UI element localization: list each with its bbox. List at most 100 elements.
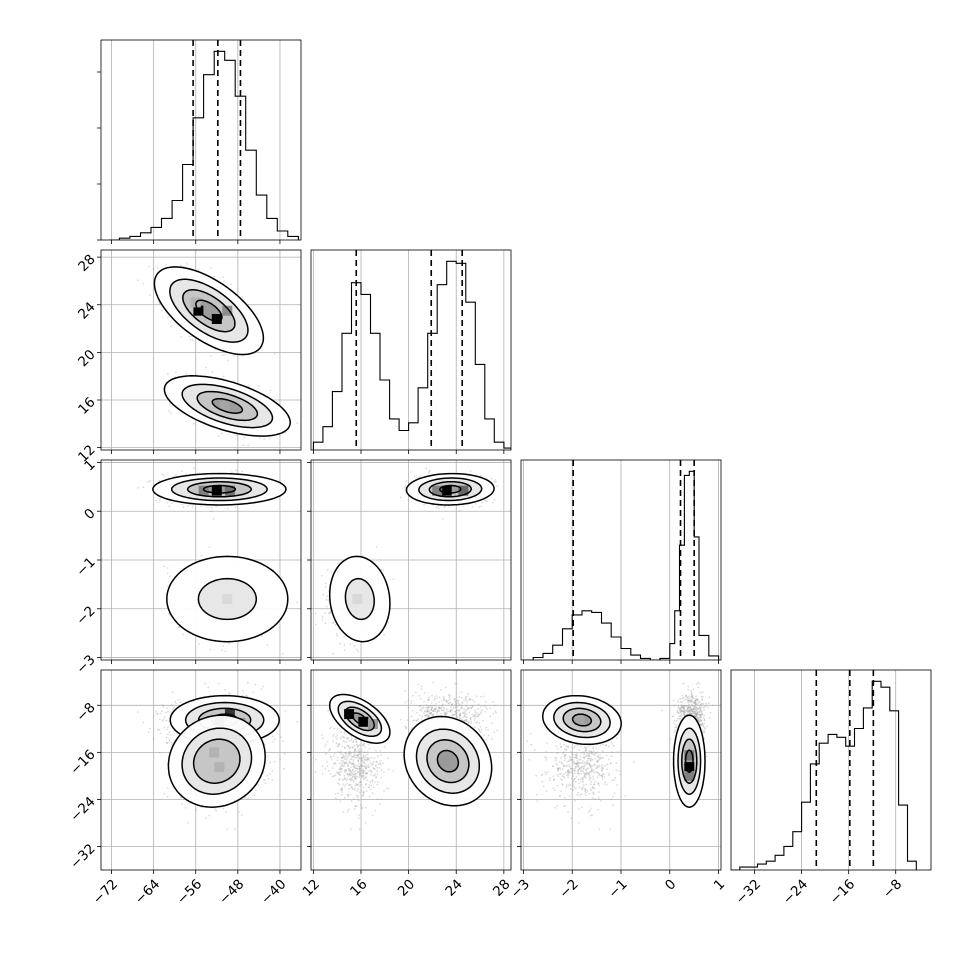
sample-point	[411, 694, 414, 697]
sample-point	[419, 705, 422, 708]
sample-point	[177, 698, 180, 701]
sample-point	[166, 710, 169, 713]
sample-point	[167, 787, 169, 790]
sample-point	[193, 467, 196, 470]
sample-point	[175, 474, 177, 476]
contour-line	[186, 481, 253, 498]
sample-point	[485, 500, 488, 503]
sample-point	[454, 712, 457, 714]
sample-point	[200, 505, 203, 507]
sample-point	[254, 683, 257, 686]
sample-point	[171, 743, 173, 745]
sample-point	[464, 718, 467, 721]
sample-point	[410, 471, 412, 473]
sample-point	[466, 707, 469, 710]
sample-point	[379, 559, 382, 561]
sample-point	[456, 715, 459, 717]
sample-point	[163, 792, 166, 795]
sample-point	[259, 437, 262, 440]
sample-point	[226, 828, 229, 831]
contour-line	[428, 481, 472, 498]
sample-point	[226, 507, 229, 510]
sample-point	[253, 794, 256, 796]
sample-point	[185, 372, 188, 375]
sample-point	[431, 710, 434, 712]
sample-point	[320, 574, 323, 577]
sample-point	[234, 828, 236, 831]
contour-line	[169, 278, 249, 343]
sample-point	[423, 503, 426, 506]
sample-point	[428, 469, 431, 472]
sample-point	[496, 485, 498, 488]
sample-point	[451, 703, 453, 706]
sample-point	[161, 473, 164, 476]
sample-point	[447, 699, 450, 702]
sample-point	[404, 485, 407, 488]
sample-point	[493, 704, 496, 707]
sample-point	[486, 708, 488, 711]
sample-point	[464, 710, 467, 713]
sample-point	[208, 814, 211, 817]
sample-point	[165, 742, 168, 745]
sample-point	[489, 707, 491, 709]
contour-line	[181, 383, 274, 429]
sample-point	[245, 694, 248, 697]
sample-point	[224, 353, 227, 356]
panel-frame	[310, 249, 512, 451]
sample-point	[157, 728, 160, 731]
sample-point	[456, 699, 459, 702]
sample-point	[257, 384, 260, 387]
sample-point	[260, 688, 263, 690]
sample-point	[264, 779, 266, 781]
sample-point	[167, 316, 169, 319]
sample-point	[453, 698, 456, 701]
sample-point	[479, 475, 482, 477]
sample-point	[158, 479, 161, 482]
sample-point	[222, 280, 225, 283]
sample-point	[439, 689, 442, 691]
sample-point	[469, 718, 472, 721]
sample-point	[228, 692, 231, 695]
sample-point	[271, 770, 274, 772]
sample-point	[169, 734, 172, 737]
sample-point	[282, 652, 284, 655]
sample-point	[461, 702, 464, 704]
sample-point	[436, 711, 438, 714]
density-cell	[211, 485, 222, 496]
histogram-step	[312, 260, 511, 450]
sample-point	[480, 501, 483, 504]
sample-point	[222, 375, 225, 378]
sample-point	[326, 569, 329, 571]
scatter-panel-3-0	[97, 669, 302, 874]
sample-point	[349, 643, 352, 646]
sample-point	[465, 699, 468, 702]
sample-point	[280, 736, 283, 738]
sample-point	[494, 479, 497, 481]
panel-frame	[100, 249, 302, 451]
sample-point	[423, 709, 426, 712]
sample-point	[415, 711, 418, 714]
sample-point	[213, 275, 216, 278]
sample-point	[452, 713, 455, 716]
sample-point	[430, 712, 433, 714]
scatter-panel-1-0	[97, 249, 302, 454]
sample-point	[326, 595, 329, 598]
sample-point	[224, 650, 227, 653]
sample-point	[415, 476, 418, 479]
sample-point	[438, 706, 441, 708]
sample-point	[441, 700, 443, 702]
sample-point	[337, 562, 339, 565]
sample-point	[163, 716, 166, 719]
sample-point	[431, 713, 434, 716]
sample-point	[431, 714, 433, 716]
sample-point	[324, 622, 327, 625]
sample-point	[460, 706, 463, 709]
sample-point	[479, 695, 482, 698]
sample-point	[474, 717, 476, 720]
sample-point	[428, 470, 431, 473]
contour-line	[170, 477, 268, 502]
sample-point	[484, 728, 487, 731]
sample-point	[166, 795, 169, 798]
sample-point	[266, 643, 269, 646]
sample-point	[215, 809, 218, 812]
